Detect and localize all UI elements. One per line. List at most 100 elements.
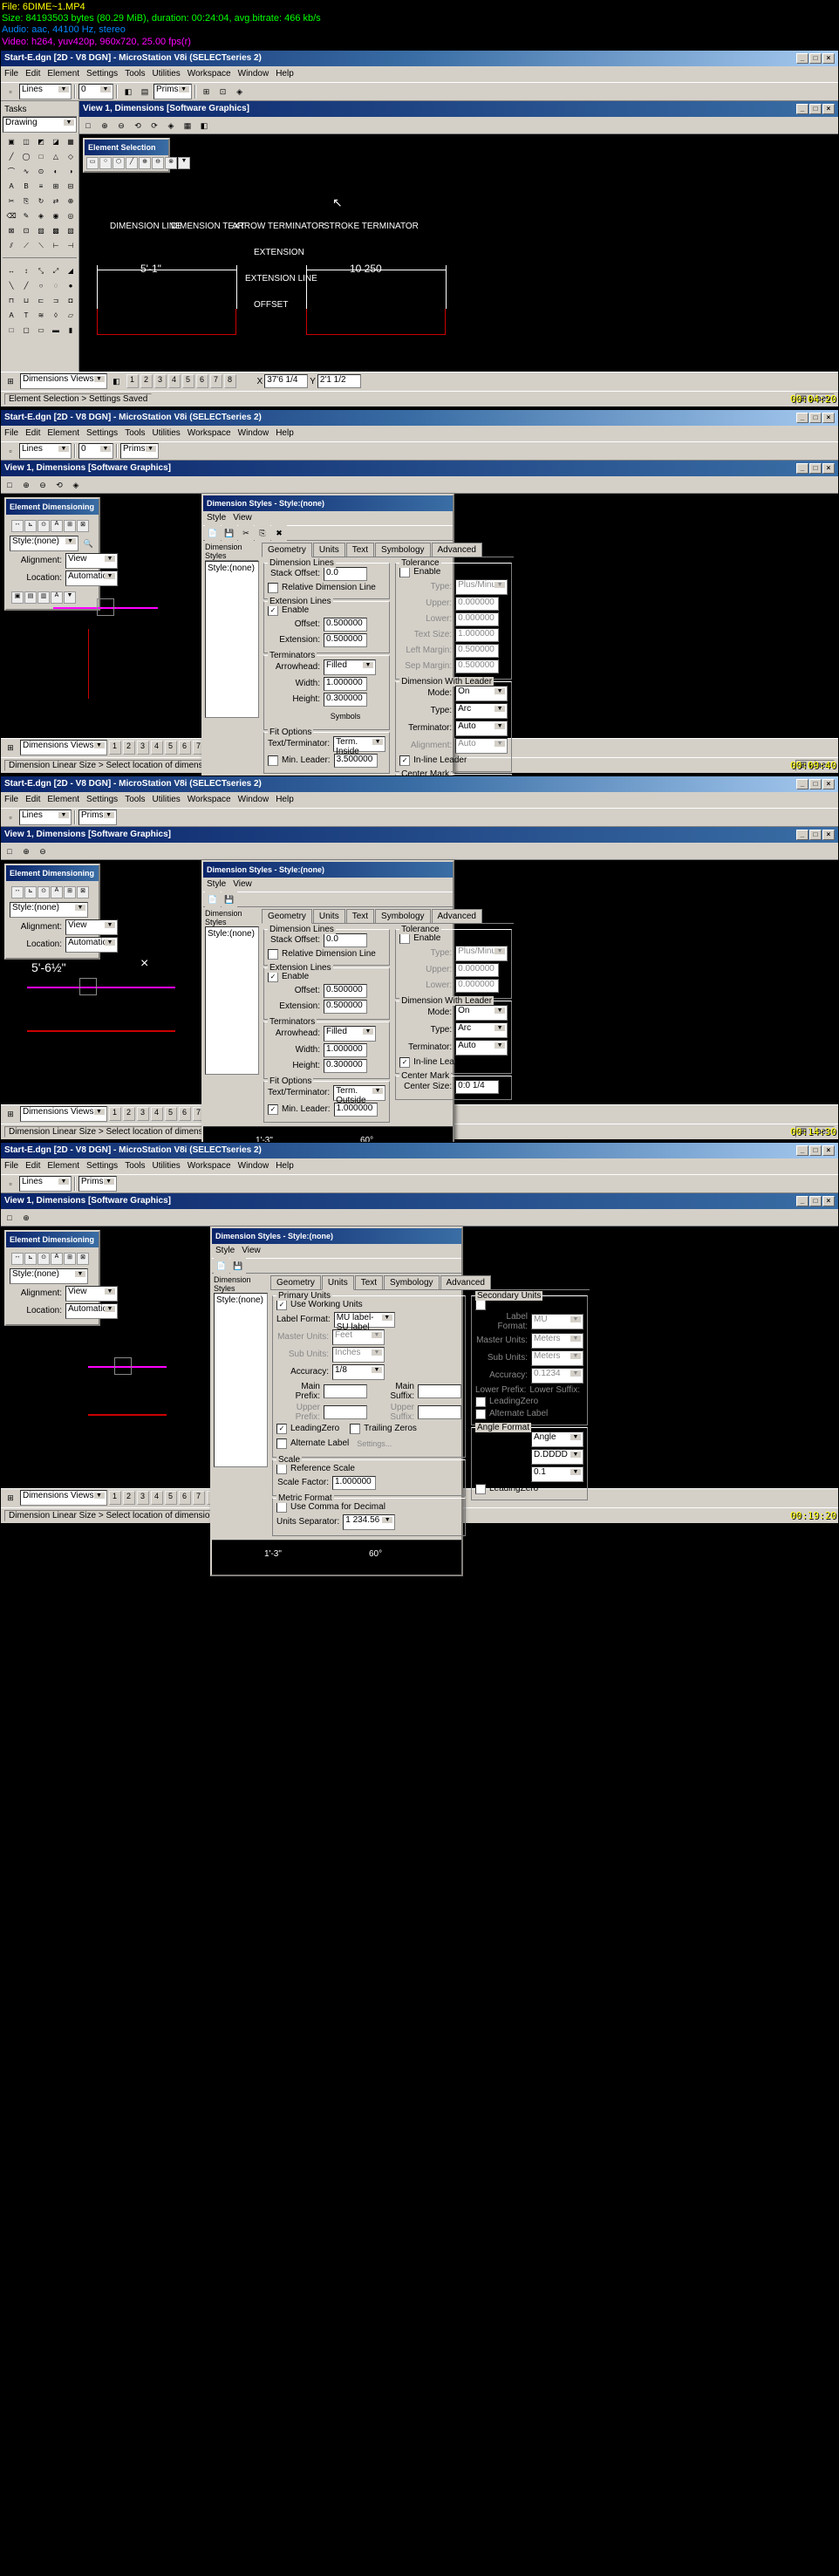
n[interactable]: 4	[151, 1107, 163, 1121]
sm-input[interactable]: 0.500000	[455, 659, 499, 673]
task-icon[interactable]: ▬	[49, 323, 63, 337]
drawing-dropdown[interactable]: Drawing	[3, 117, 77, 133]
d[interactable]: 0.1	[531, 1466, 583, 1482]
style-btn[interactable]: 🔍	[82, 536, 95, 551]
x-coord[interactable]: 37'6 1/4	[264, 374, 308, 388]
close-button[interactable]: ×	[822, 413, 835, 423]
task-icon[interactable]: ⟋	[19, 238, 33, 252]
task-icon[interactable]: ◩	[34, 134, 48, 148]
view-num-4[interactable]: 4	[168, 374, 181, 388]
v[interactable]: □	[809, 830, 822, 840]
m[interactable]: Element	[47, 795, 79, 804]
dim-tool-icon[interactable]: ⊙	[38, 520, 50, 532]
view-tool[interactable]: ◈	[163, 118, 179, 133]
sel-icon[interactable]: ⊕	[139, 157, 151, 169]
task-icon[interactable]: ▨	[34, 223, 48, 237]
ts-input[interactable]: 1.000000	[455, 628, 499, 642]
canvas-4[interactable]: Element Dimensioning ↔⊾⊙A⊞⊠ Style:(none)…	[1, 1227, 838, 1488]
n[interactable]: 5	[165, 1491, 177, 1505]
tab-advanced[interactable]: Advanced	[432, 543, 482, 557]
view-max[interactable]: □	[809, 104, 822, 114]
dim-tool-icon[interactable]: ⊠	[77, 520, 89, 532]
view-tool[interactable]: ⊕	[97, 118, 113, 133]
i[interactable]: 0.0	[324, 933, 367, 947]
c[interactable]	[475, 1484, 486, 1494]
d[interactable]: Meters	[531, 1350, 583, 1366]
sel-icon[interactable]: ⊗	[165, 157, 177, 169]
opt-icon[interactable]: ▥	[38, 591, 50, 604]
m[interactable]: View	[233, 879, 252, 889]
task-icon[interactable]: ●	[64, 278, 78, 292]
task-icon[interactable]: A	[4, 179, 18, 193]
v[interactable]: _	[796, 830, 808, 840]
b[interactable]: 💾	[222, 892, 237, 907]
menu-edit[interactable]: Edit	[25, 428, 40, 438]
menu-help[interactable]: Help	[276, 69, 294, 79]
dim-tool-icon[interactable]: ⊞	[64, 520, 76, 532]
task-icon[interactable]: ◑	[64, 164, 78, 178]
d[interactable]: Plus/Minus	[455, 946, 508, 961]
task-icon[interactable]: ◢	[64, 263, 78, 277]
n[interactable]: 1	[109, 1491, 121, 1505]
task-icon[interactable]: ⤢	[49, 263, 63, 277]
m[interactable]: Edit	[25, 795, 40, 804]
m[interactable]: Utilities	[153, 795, 181, 804]
i[interactable]	[324, 1405, 367, 1419]
n[interactable]: 4	[151, 1491, 163, 1505]
menu-file[interactable]: File	[4, 69, 18, 79]
view-min[interactable]: _	[796, 104, 808, 114]
menu-settings[interactable]: Settings	[86, 69, 118, 79]
i[interactable]	[418, 1405, 461, 1419]
task-icon[interactable]: ⊔	[19, 293, 33, 307]
sel-icon[interactable]: ⊖	[152, 157, 164, 169]
view-num-1[interactable]: 1	[126, 374, 139, 388]
ti[interactable]: Style:(none)	[208, 929, 256, 939]
task-icon[interactable]: ⌫	[4, 208, 18, 222]
canvas-1[interactable]: Element Selection ▭○⬡╱ ⊕⊖⊗▼ DIMENSION LI…	[79, 134, 838, 370]
sel-icon[interactable]: ╱	[126, 157, 138, 169]
m[interactable]: File	[4, 795, 18, 804]
task-icon[interactable]: △	[49, 149, 63, 163]
weight-dropdown[interactable]: 0	[78, 443, 113, 459]
d[interactable]: Inches	[332, 1347, 385, 1363]
menu-workspace[interactable]: Workspace	[188, 69, 231, 79]
d[interactable]: Filled	[324, 1026, 376, 1042]
m[interactable]: Workspace	[188, 1161, 231, 1171]
i[interactable]: 1.000000	[324, 1043, 367, 1057]
y-coord[interactable]: 2'1 1/2	[317, 374, 361, 388]
i[interactable]: 0.500000	[324, 984, 367, 998]
view-min[interactable]: _	[796, 463, 808, 474]
b[interactable]: □	[809, 1145, 822, 1156]
menu-help[interactable]: Help	[276, 428, 294, 438]
menu-element[interactable]: Element	[47, 69, 79, 79]
prims-dropdown[interactable]: Prims	[120, 443, 159, 459]
style-dd[interactable]: Style:(none)	[10, 902, 88, 918]
tool-btn[interactable]: ▫	[3, 810, 18, 825]
tool-btn[interactable]: ⊡	[215, 84, 231, 99]
task-icon[interactable]: ⟍	[34, 238, 48, 252]
view-tool[interactable]: □	[2, 477, 17, 493]
offset-input[interactable]: 0.500000	[324, 618, 367, 632]
task-icon[interactable]: ⤡	[34, 263, 48, 277]
weight-dropdown[interactable]: 0	[78, 84, 113, 99]
view-close[interactable]: ×	[822, 104, 835, 114]
c[interactable]	[276, 1502, 287, 1513]
task-icon[interactable]: ⊢	[49, 238, 63, 252]
opt-icon[interactable]: A	[51, 591, 63, 604]
m[interactable]: Edit	[25, 1161, 40, 1171]
menu-element[interactable]: Element	[47, 428, 79, 438]
enable-check[interactable]: ✓	[268, 605, 278, 616]
view-tool[interactable]: ◈	[68, 477, 84, 493]
task-icon[interactable]: ⊡	[19, 223, 33, 237]
loc-dd[interactable]: Automatic	[65, 571, 118, 586]
i[interactable]: ⊙	[38, 886, 50, 899]
tab-geometry[interactable]: Geometry	[262, 543, 312, 557]
lines-dropdown[interactable]: Lines	[19, 84, 72, 99]
c[interactable]: ✓	[276, 1300, 287, 1310]
task-icon[interactable]: ↻	[34, 194, 48, 208]
menu-file[interactable]: File	[4, 428, 18, 438]
m[interactable]: Workspace	[188, 795, 231, 804]
vn[interactable]: 3	[137, 741, 149, 755]
d[interactable]: Auto	[455, 1040, 508, 1056]
b[interactable]: 📄	[205, 892, 221, 907]
